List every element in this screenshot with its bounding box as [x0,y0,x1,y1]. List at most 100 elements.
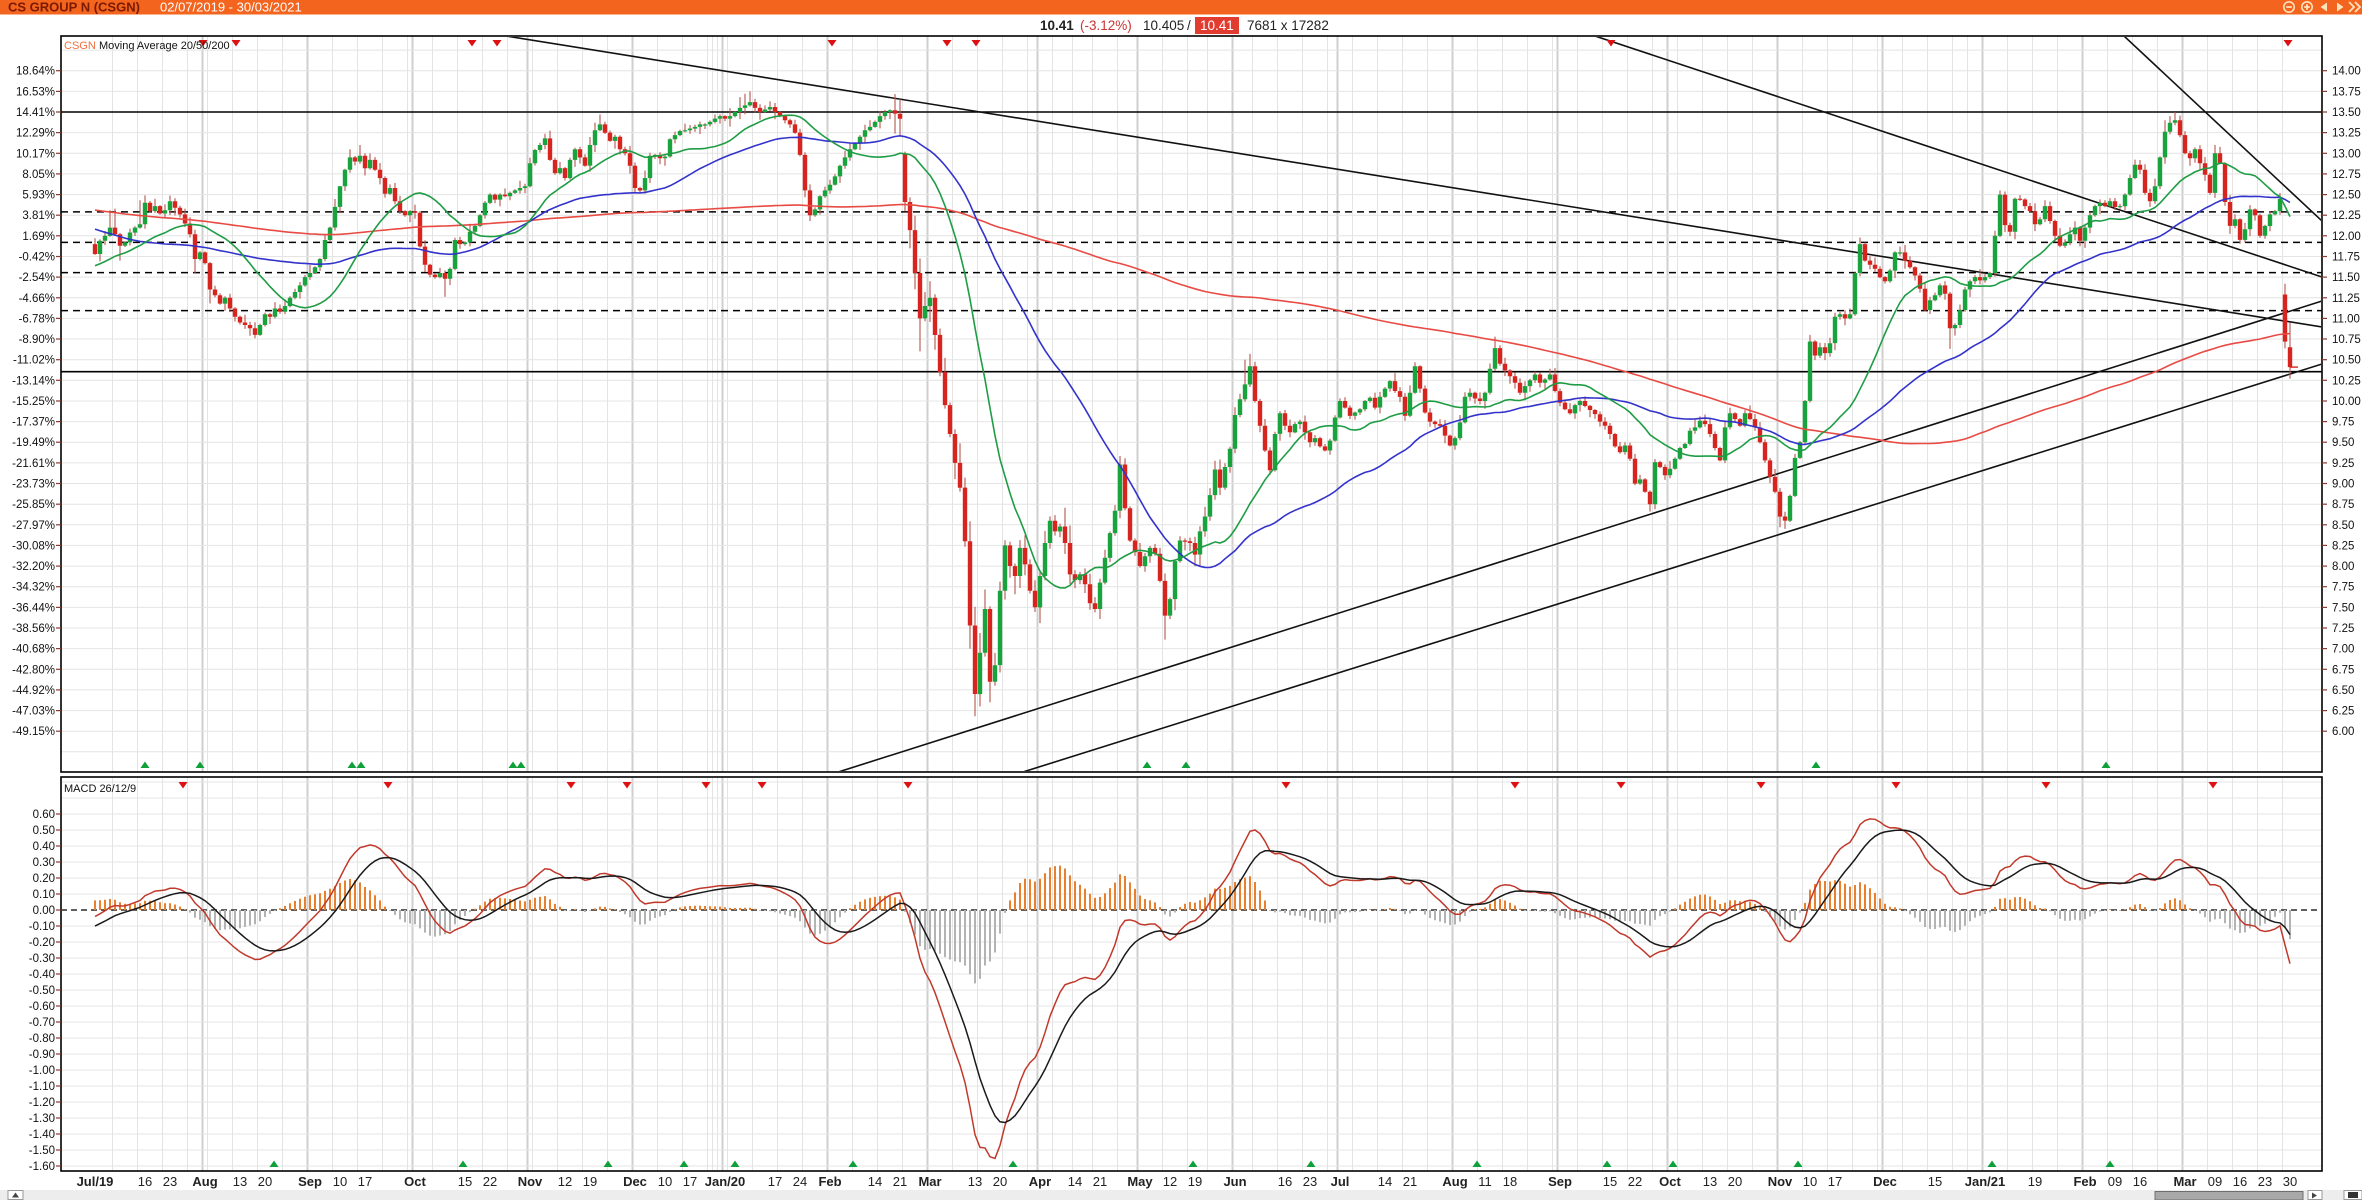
svg-text:Oct: Oct [1659,1174,1681,1189]
svg-text:Dec: Dec [1873,1174,1897,1189]
svg-text:20: 20 [258,1174,272,1189]
svg-text:-1.20: -1.20 [29,1097,55,1109]
svg-text:23: 23 [1303,1174,1317,1189]
svg-text:Feb: Feb [2073,1174,2096,1189]
svg-text:30: 30 [2283,1174,2297,1189]
svg-text:-0.30: -0.30 [29,953,55,965]
svg-text:Aug: Aug [1442,1174,1467,1189]
svg-text:19: 19 [1188,1174,1202,1189]
svg-text:16: 16 [138,1174,152,1189]
svg-text:0.30: 0.30 [33,857,55,869]
svg-text:-21.61%: -21.61% [12,458,55,470]
svg-text:0.10: 0.10 [33,889,55,901]
svg-text:-0.10: -0.10 [29,921,55,933]
svg-text:-1.00: -1.00 [29,1065,55,1077]
svg-text:12: 12 [1163,1174,1177,1189]
svg-text:12.29%: 12.29% [16,128,55,140]
svg-text:1.69%: 1.69% [22,231,55,243]
svg-text:15: 15 [1603,1174,1617,1189]
svg-text:10.75: 10.75 [2332,334,2361,346]
svg-text:16: 16 [1278,1174,1292,1189]
svg-text:19: 19 [2028,1174,2042,1189]
svg-text:16.53%: 16.53% [16,86,55,98]
svg-text:13: 13 [1703,1174,1717,1189]
svg-text:9.25: 9.25 [2332,458,2354,470]
svg-text:12.50: 12.50 [2332,190,2361,202]
svg-text:13: 13 [233,1174,247,1189]
svg-text:12.00: 12.00 [2332,231,2361,243]
svg-text:6.00: 6.00 [2332,726,2354,738]
svg-text:20: 20 [1728,1174,1742,1189]
svg-text:-1.40: -1.40 [29,1129,55,1141]
svg-text:17: 17 [358,1174,372,1189]
svg-text:7.25: 7.25 [2332,623,2354,635]
svg-text:16: 16 [2233,1174,2247,1189]
svg-text:-47.03%: -47.03% [12,706,55,718]
svg-text:09: 09 [2108,1174,2122,1189]
svg-text:-0.42%: -0.42% [19,252,55,264]
svg-text:-36.44%: -36.44% [12,602,55,614]
svg-text:Jun: Jun [1223,1174,1246,1189]
svg-text:18: 18 [1503,1174,1517,1189]
svg-text:-0.60: -0.60 [29,1001,55,1013]
svg-text:12.75: 12.75 [2332,169,2361,181]
svg-text:0.40: 0.40 [33,841,55,853]
svg-text:10.17%: 10.17% [16,148,55,160]
svg-text:-1.60: -1.60 [29,1161,55,1173]
svg-text:Dec: Dec [623,1174,647,1189]
svg-text:22: 22 [1628,1174,1642,1189]
svg-text:13.50: 13.50 [2332,107,2361,119]
svg-text:-49.15%: -49.15% [12,726,55,738]
svg-text:12.25: 12.25 [2332,210,2361,222]
svg-text:8.25: 8.25 [2332,540,2354,552]
svg-text:13.75: 13.75 [2332,86,2361,98]
svg-text:17: 17 [683,1174,697,1189]
svg-text:7.00: 7.00 [2332,644,2354,656]
svg-text:-0.20: -0.20 [29,937,55,949]
svg-text:10.405: 10.405 [1143,18,1184,33]
svg-text:-2.54%: -2.54% [19,272,55,284]
svg-text:-44.92%: -44.92% [12,685,55,697]
svg-text:18.64%: 18.64% [16,66,55,78]
svg-text:3.81%: 3.81% [22,210,55,222]
svg-text:14: 14 [1378,1174,1392,1189]
svg-text:-1.10: -1.10 [29,1081,55,1093]
svg-text:11.25: 11.25 [2332,293,2360,305]
svg-text:15: 15 [1928,1174,1942,1189]
svg-text:10: 10 [333,1174,347,1189]
svg-text:09: 09 [2208,1174,2222,1189]
svg-text:14: 14 [868,1174,882,1189]
svg-text:17: 17 [1828,1174,1842,1189]
svg-text:7681 x 17282: 7681 x 17282 [1247,18,1329,33]
svg-text:0.20: 0.20 [33,873,55,885]
svg-text:7.50: 7.50 [2332,602,2354,614]
svg-text:-1.50: -1.50 [29,1145,55,1157]
svg-text:-30.08%: -30.08% [12,540,55,552]
svg-text:-15.25%: -15.25% [12,396,55,408]
svg-text:-0.70: -0.70 [29,1017,55,1029]
svg-text:9.50: 9.50 [2332,437,2354,449]
svg-text:8.00: 8.00 [2332,561,2354,573]
svg-text:10.00: 10.00 [2332,396,2361,408]
svg-text:Nov: Nov [518,1174,543,1189]
svg-text:13.25: 13.25 [2332,128,2361,140]
svg-text:-25.85%: -25.85% [12,499,55,511]
svg-text:-8.90%: -8.90% [19,334,55,346]
svg-text:Apr: Apr [1029,1174,1051,1189]
svg-text:-0.90: -0.90 [29,1049,55,1061]
svg-text:-11.02%: -11.02% [13,355,55,367]
svg-text:10.41: 10.41 [1040,18,1074,33]
svg-text:-40.68%: -40.68% [12,644,55,656]
svg-text:10: 10 [1803,1174,1817,1189]
svg-text:13: 13 [968,1174,982,1189]
svg-text:8.50: 8.50 [2332,520,2354,532]
svg-text:Nov: Nov [1768,1174,1793,1189]
svg-text:Aug: Aug [192,1174,217,1189]
svg-text:6.75: 6.75 [2332,664,2354,676]
svg-text:21: 21 [1093,1174,1107,1189]
svg-text:-34.32%: -34.32% [12,582,55,594]
svg-text:24: 24 [793,1174,807,1189]
svg-text:23: 23 [163,1174,177,1189]
svg-text:MACD 26/12/9: MACD 26/12/9 [64,783,136,795]
